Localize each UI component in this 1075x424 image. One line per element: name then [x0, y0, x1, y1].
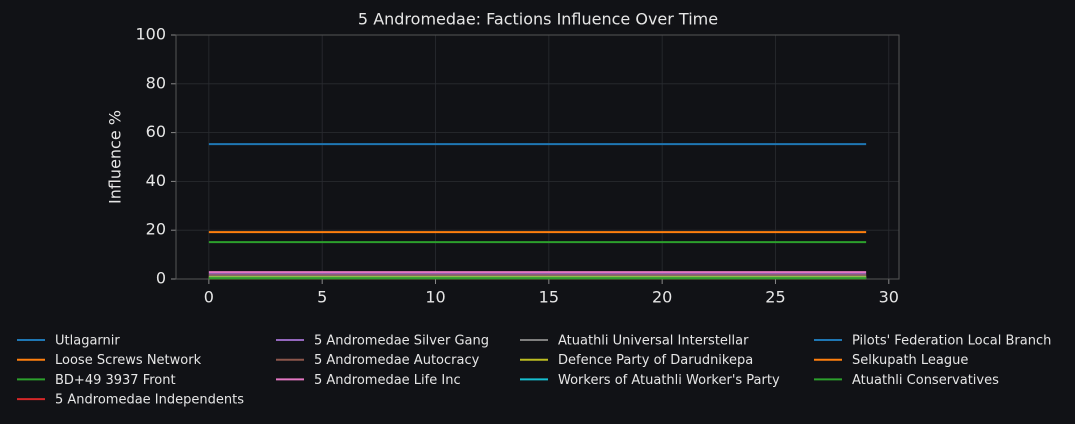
legend-label: 5 Andromedae Silver Gang [314, 334, 489, 349]
y-tick-label: 60 [146, 122, 166, 141]
legend-label: Loose Screws Network [55, 353, 202, 368]
legend-label: Pilots' Federation Local Branch [852, 334, 1051, 349]
x-tick-label: 0 [204, 288, 214, 307]
y-axis-label: Influence % [106, 110, 125, 204]
y-tick-label: 0 [156, 269, 166, 288]
legend-label: Atuathli Universal Interstellar [558, 334, 749, 349]
x-tick-label: 15 [539, 288, 559, 307]
x-tick-label: 5 [317, 288, 327, 307]
chart-title: 5 Andromedae: Factions Influence Over Ti… [358, 10, 718, 29]
legend-label: Selkupath League [852, 353, 968, 368]
y-tick-label: 100 [135, 25, 166, 44]
legend-label: 5 Andromedae Autocracy [314, 353, 480, 368]
legend-label: Utlagarnir [55, 334, 120, 349]
y-tick-label: 40 [146, 171, 166, 190]
x-tick-label: 30 [879, 288, 899, 307]
x-tick-label: 10 [425, 288, 445, 307]
legend-label: Workers of Atuathli Worker's Party [558, 373, 780, 388]
y-tick-label: 20 [146, 220, 166, 239]
y-tick-label: 80 [146, 73, 166, 92]
x-tick-label: 25 [765, 288, 785, 307]
legend-label: Defence Party of Darudnikepa [558, 353, 753, 368]
legend-label: 5 Andromedae Independents [55, 393, 244, 408]
x-tick-label: 20 [652, 288, 672, 307]
legend-label: BD+49 3937 Front [55, 373, 176, 388]
legend-label: Atuathli Conservatives [852, 373, 999, 388]
legend-label: 5 Andromedae Life Inc [314, 373, 461, 388]
